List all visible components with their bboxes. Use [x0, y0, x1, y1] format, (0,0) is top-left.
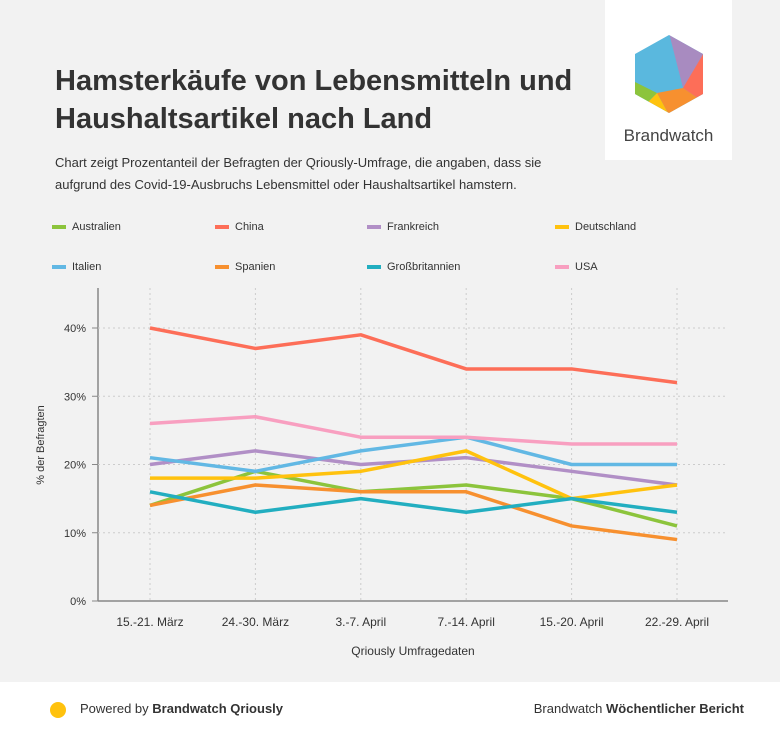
legend-swatch — [52, 225, 66, 229]
x-tick-label: 15.-20. April — [540, 615, 604, 629]
legend-swatch — [555, 225, 569, 229]
legend-swatch — [215, 265, 229, 269]
legend-label: China — [235, 221, 264, 233]
legend-item[interactable]: China — [215, 221, 264, 233]
powered-brand: Brandwatch Qriously — [152, 701, 284, 716]
brandwatch-logo: Brandwatch — [605, 0, 732, 160]
powered-by-text: Powered by Brandwatch Qriously — [80, 701, 283, 716]
x-tick-label: 22.-29. April — [645, 615, 709, 629]
legend-label: Italien — [72, 261, 102, 273]
series-line-großbritannien[interactable] — [149, 490, 678, 515]
chart-subtitle: Chart zeigt Prozentanteil der Befragten … — [55, 155, 542, 192]
qriously-dot-icon — [50, 702, 66, 718]
y-tick-label: 30% — [64, 391, 86, 403]
x-tick-label: 24.-30. März — [222, 615, 289, 629]
legend-label: Frankreich — [387, 221, 439, 233]
legend-item[interactable]: Frankreich — [367, 221, 439, 233]
legend-swatch — [555, 265, 569, 269]
legend-label: Großbritannien — [387, 261, 461, 273]
legend-label: Australien — [72, 221, 121, 233]
brandwatch-hexagon-icon — [635, 35, 703, 113]
report-name: Wöchentlicher Bericht — [606, 701, 744, 716]
chart-title: Hamsterkäufe von Lebensmitteln und Haush… — [55, 65, 573, 135]
series-line-usa[interactable] — [149, 414, 677, 446]
legend-swatch — [367, 225, 381, 229]
legend-item[interactable]: USA — [555, 261, 598, 273]
y-tick-label: 0% — [70, 596, 86, 608]
legend-label: Deutschland — [575, 221, 637, 233]
line-chart: 0% 10% 20% 30% 40% 15.-21. März 24.-30. März 3.… — [35, 288, 728, 658]
logo-text: Brandwatch — [623, 126, 714, 145]
x-tick-label: 7.-14. April — [438, 615, 495, 629]
series-line-deutschland[interactable] — [150, 449, 678, 501]
legend-item[interactable]: Italien — [52, 261, 101, 273]
y-tick-label: 40% — [64, 323, 86, 335]
legend-item[interactable]: Australien — [52, 221, 121, 233]
series-line-italien[interactable] — [149, 435, 677, 474]
legend-item[interactable]: Deutschland — [555, 221, 636, 233]
x-tick-label: 3.-7. April — [335, 615, 386, 629]
legend-label: Spanien — [235, 261, 276, 273]
y-tick-label: 10% — [64, 528, 86, 540]
powered-prefix: Powered by — [80, 701, 153, 716]
footer: Powered by Brandwatch Qriously Brandwatc… — [0, 682, 780, 738]
legend-swatch — [215, 225, 229, 229]
series-line-spanien[interactable] — [149, 483, 678, 542]
legend-item[interactable]: Spanien — [215, 261, 275, 273]
x-axis-label: Qriously Umfragedaten — [351, 644, 474, 658]
legend-label: USA — [575, 261, 598, 273]
x-tick-label: 15.-21. März — [116, 615, 183, 629]
y-tick-label: 20% — [64, 460, 86, 472]
series-line-china[interactable] — [149, 326, 678, 385]
legend-swatch — [367, 265, 381, 269]
legend-item[interactable]: Großbritannien — [367, 261, 460, 273]
report-prefix: Brandwatch — [533, 701, 607, 716]
report-text: Brandwatch Wöchentlicher Bericht — [534, 701, 744, 716]
legend-swatch — [52, 265, 66, 269]
y-axis-label: % der Befragten — [35, 405, 47, 485]
